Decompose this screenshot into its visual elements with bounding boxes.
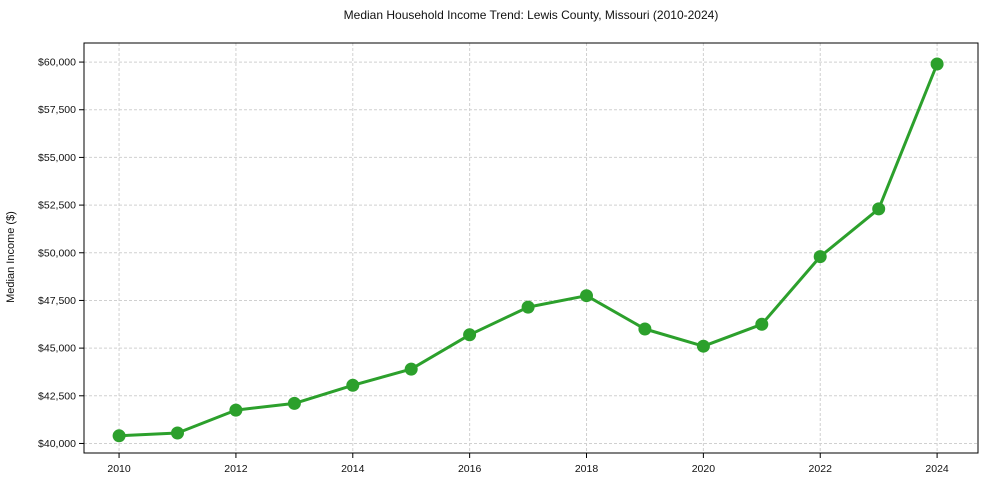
data-point-2017 <box>521 300 535 314</box>
x-tick-label: 2012 <box>224 463 248 475</box>
x-tick-label: 2024 <box>925 463 949 475</box>
x-tick-label: 2020 <box>692 463 716 475</box>
y-tick-label: $45,000 <box>38 343 76 355</box>
y-tick-label: $40,000 <box>38 438 76 450</box>
x-tick-label: 2016 <box>458 463 482 475</box>
data-point-2010 <box>112 429 126 443</box>
y-axis-label: Median Income ($) <box>5 211 17 303</box>
data-point-2023 <box>872 202 886 216</box>
axis-layer: $40,000 $42,500 $45,000 $47,500 $50,000 $52,5… <box>38 42 979 475</box>
data-point-2021 <box>755 317 769 331</box>
data-point-2011 <box>171 426 184 440</box>
chart-title: Median Household Income Trend: Lewis Cou… <box>344 8 719 22</box>
y-tick-label: $55,000 <box>38 152 76 164</box>
data-point-2024 <box>930 57 944 71</box>
data-point-2020 <box>696 339 710 353</box>
y-tick-label: $47,500 <box>38 295 76 307</box>
y-tick-label: $52,500 <box>38 200 76 212</box>
y-tick-label: $60,000 <box>38 57 76 69</box>
data-point-2012 <box>229 403 243 417</box>
plot-border <box>83 42 979 454</box>
data-point-2019 <box>638 322 652 336</box>
x-tick-label: 2022 <box>809 463 833 475</box>
series-layer <box>112 57 944 443</box>
data-point-2015 <box>404 362 418 376</box>
data-point-2014 <box>346 378 360 392</box>
y-tick-label: $42,500 <box>38 390 76 402</box>
x-tick-label: 2018 <box>575 463 599 475</box>
y-tick-label: $50,000 <box>38 247 76 259</box>
x-tick-label: 2014 <box>341 463 365 475</box>
data-point-2013 <box>287 396 301 410</box>
x-tick-label: 2010 <box>107 463 131 475</box>
y-tick-label: $57,500 <box>38 104 76 116</box>
grid-layer <box>84 43 978 453</box>
data-point-2018 <box>580 289 593 303</box>
data-point-2016 <box>463 328 477 342</box>
data-point-2022 <box>813 250 827 264</box>
trend-line <box>117 62 939 438</box>
